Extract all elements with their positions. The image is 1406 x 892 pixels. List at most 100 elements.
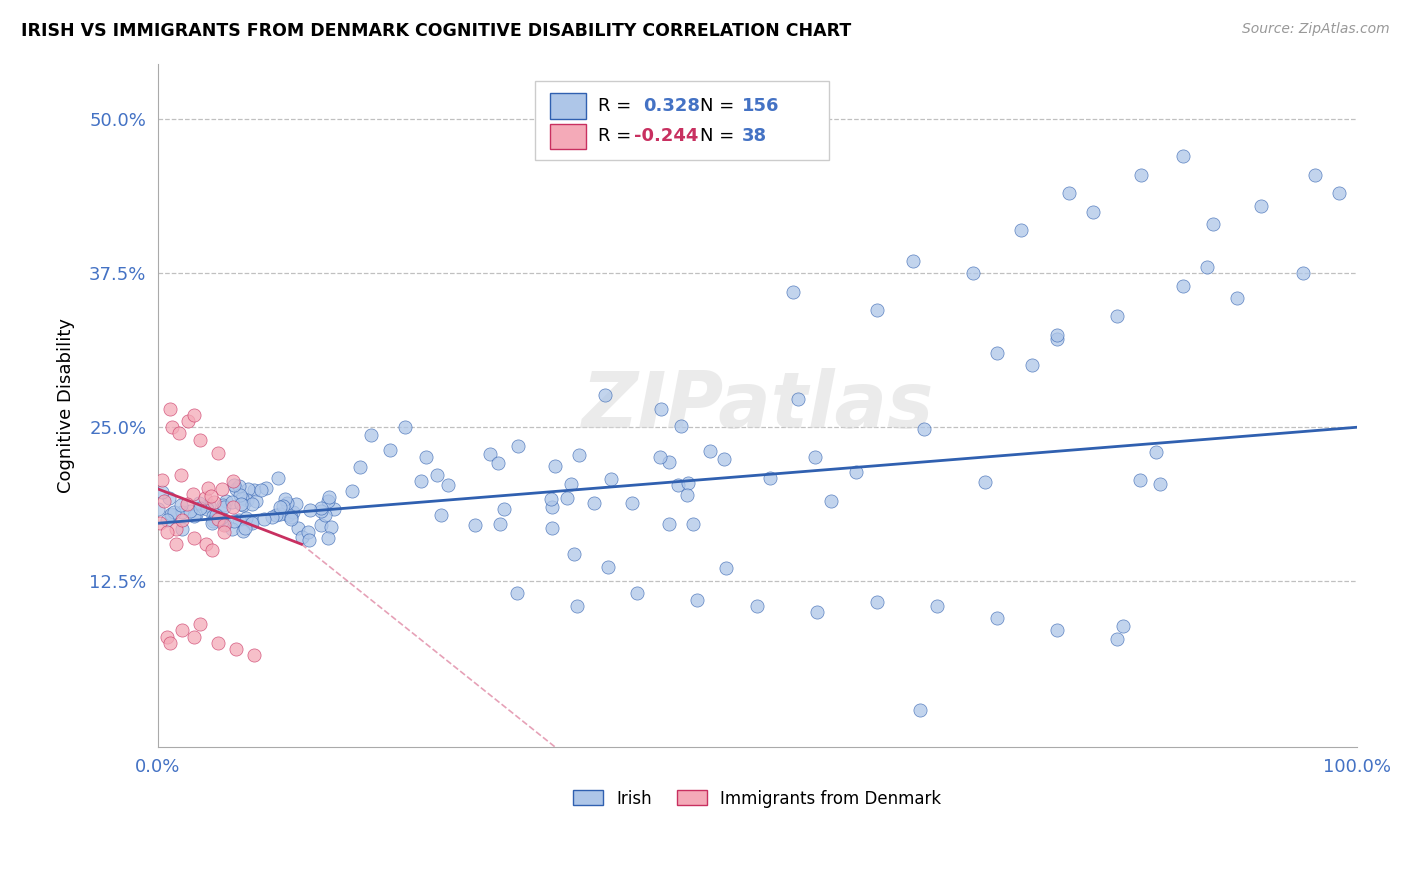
Point	[747, 599, 769, 613]
Point	[297, 525, 319, 540]
Point	[340, 484, 363, 499]
Point	[188, 500, 211, 515]
Point	[787, 392, 810, 406]
Point	[207, 446, 229, 460]
Point	[927, 599, 949, 613]
Point	[181, 487, 204, 501]
Point	[221, 494, 243, 508]
Text: ZIPatlas: ZIPatlas	[581, 368, 934, 443]
Point	[1130, 168, 1153, 182]
Point	[271, 499, 294, 513]
Point	[200, 489, 222, 503]
Point	[1021, 358, 1043, 372]
Point	[541, 521, 564, 535]
Point	[159, 636, 181, 650]
Point	[159, 401, 181, 416]
Point	[214, 518, 236, 533]
Point	[183, 508, 205, 523]
Point	[276, 495, 298, 509]
Text: IRISH VS IMMIGRANTS FROM DENMARK COGNITIVE DISABILITY CORRELATION CHART: IRISH VS IMMIGRANTS FROM DENMARK COGNITI…	[21, 22, 852, 40]
Point	[194, 537, 217, 551]
Point	[394, 420, 416, 434]
Point	[197, 481, 219, 495]
Point	[267, 470, 290, 484]
Point	[676, 476, 699, 491]
Point	[243, 483, 266, 497]
Point	[430, 508, 453, 523]
FancyBboxPatch shape	[536, 81, 830, 160]
Point	[159, 507, 181, 521]
Point	[172, 522, 194, 536]
Point	[269, 507, 291, 521]
Point	[212, 500, 235, 514]
Point	[349, 460, 371, 475]
Point	[962, 266, 984, 280]
Point	[492, 502, 515, 516]
Point	[221, 522, 243, 536]
Point	[716, 561, 738, 575]
Point	[160, 420, 183, 434]
Point	[298, 533, 321, 547]
Point	[1226, 291, 1249, 305]
Point	[560, 476, 582, 491]
Point	[160, 508, 183, 523]
Point	[222, 500, 245, 514]
Point	[1149, 477, 1171, 491]
Point	[229, 488, 252, 502]
Point	[170, 512, 193, 526]
Point	[820, 494, 842, 508]
Point	[322, 502, 344, 516]
Point	[194, 491, 217, 506]
Point	[567, 599, 589, 613]
Point	[236, 482, 259, 496]
Point	[207, 636, 229, 650]
Point	[506, 586, 529, 600]
Legend: Irish, Immigrants from Denmark: Irish, Immigrants from Denmark	[567, 783, 948, 814]
Point	[986, 611, 1008, 625]
Point	[228, 513, 250, 527]
Point	[486, 456, 509, 470]
Point	[1292, 266, 1315, 280]
Point	[600, 471, 623, 485]
Point	[488, 516, 510, 531]
Point	[1046, 327, 1069, 342]
Point	[540, 500, 562, 514]
Point	[291, 530, 314, 544]
Point	[309, 501, 332, 516]
Text: -0.244: -0.244	[634, 128, 699, 145]
Point	[568, 448, 591, 462]
Point	[543, 458, 565, 473]
Point	[208, 511, 231, 525]
Point	[150, 484, 173, 499]
Point	[426, 467, 449, 482]
Point	[912, 422, 935, 436]
Point	[229, 497, 252, 511]
Text: R =: R =	[598, 96, 631, 115]
Point	[1057, 186, 1080, 201]
Point	[806, 605, 828, 619]
Point	[183, 531, 205, 545]
Point	[149, 516, 172, 530]
Point	[179, 503, 201, 517]
Text: 38: 38	[742, 128, 766, 145]
Text: N =: N =	[700, 96, 734, 115]
Point	[225, 641, 247, 656]
Text: 156: 156	[742, 96, 779, 115]
Point	[648, 450, 671, 464]
Point	[212, 524, 235, 539]
Point	[277, 508, 299, 523]
Point	[231, 524, 253, 538]
Point	[183, 630, 205, 644]
Point	[228, 478, 250, 492]
Point	[1081, 204, 1104, 219]
Point	[299, 502, 322, 516]
Point	[214, 516, 236, 531]
Point	[211, 482, 233, 496]
Point	[1046, 332, 1069, 346]
Point	[1107, 632, 1129, 646]
Point	[676, 488, 699, 502]
Point	[650, 401, 672, 416]
Point	[621, 495, 644, 509]
Point	[249, 483, 271, 497]
Point	[1171, 149, 1194, 163]
